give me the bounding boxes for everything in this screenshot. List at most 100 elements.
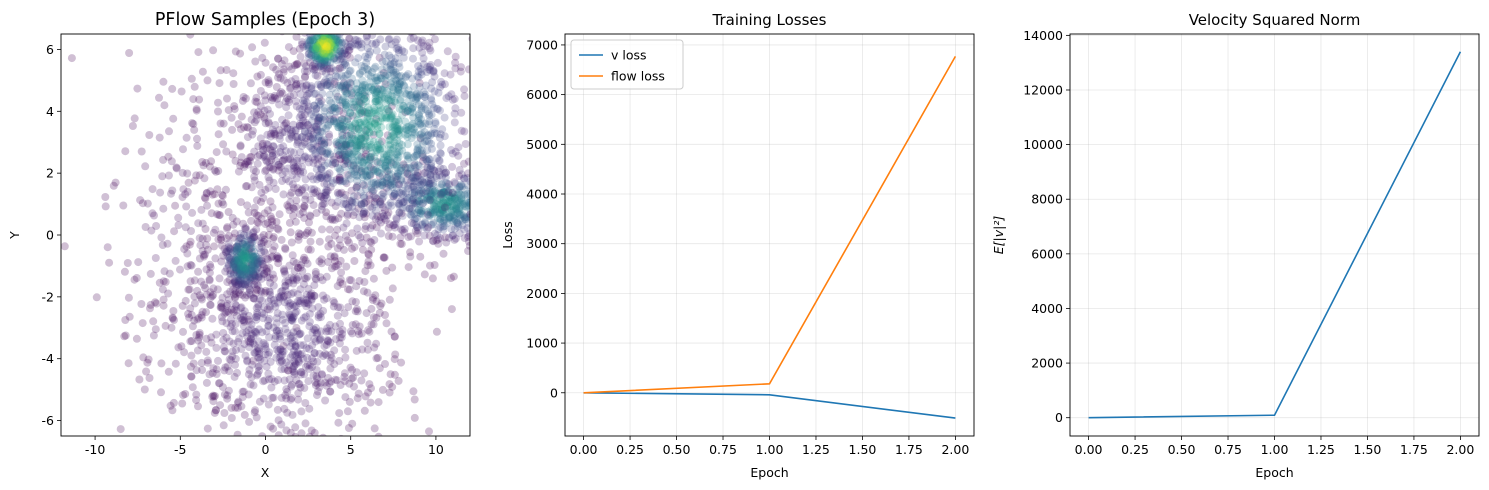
scatter-point — [434, 239, 443, 248]
scatter-point — [279, 75, 288, 84]
scatter-point — [390, 191, 399, 200]
scatter-point — [302, 344, 311, 353]
scatter-point — [407, 219, 416, 227]
scatter-point — [313, 187, 322, 196]
scatter-point — [326, 215, 335, 224]
scatter-point — [260, 356, 269, 365]
scatter-point — [305, 211, 314, 220]
scatter-point — [249, 381, 258, 390]
scatter-point — [229, 263, 238, 272]
scatter-point — [262, 327, 271, 336]
scatter-point — [289, 184, 298, 193]
scatter-point — [413, 199, 422, 208]
scatter-point — [498, 187, 506, 195]
scatter-point — [396, 233, 405, 242]
scatter-point — [285, 177, 294, 186]
scatter-point — [318, 128, 327, 137]
scatter-point — [287, 316, 296, 325]
scatter-point — [284, 278, 293, 287]
scatter-point — [61, 242, 69, 251]
scatter-point — [190, 276, 199, 285]
scatter-point — [109, 181, 118, 190]
scatter-point — [188, 322, 197, 331]
scatter-point — [296, 90, 305, 98]
scatter-point — [304, 226, 313, 235]
scatter-point — [435, 210, 444, 219]
scatter-point — [237, 112, 246, 121]
scatter-point — [252, 93, 261, 102]
scatter-point — [313, 374, 322, 383]
scatter-point — [128, 122, 137, 130]
scatter-point — [101, 202, 110, 211]
scatter-point — [195, 329, 204, 337]
scatter-point — [315, 113, 324, 122]
scatter-point — [268, 252, 277, 261]
scatter-point — [304, 284, 313, 293]
scatter-point — [247, 373, 256, 382]
scatter-point — [241, 280, 250, 289]
scatter-point — [356, 141, 365, 150]
scatter-point — [252, 98, 261, 107]
scatter-point — [223, 94, 231, 103]
scatter-point — [313, 34, 322, 40]
scatter-point — [231, 360, 239, 369]
scatter-point — [392, 163, 401, 172]
scatter-point — [452, 202, 461, 211]
scatter-point — [255, 397, 264, 406]
scatter-point — [361, 225, 370, 234]
scatter-point — [416, 120, 425, 129]
scatter-point — [181, 190, 190, 199]
scatter-point — [165, 269, 174, 278]
scatter-point — [261, 78, 270, 87]
scatter-point — [362, 126, 371, 135]
scatter-point — [306, 237, 315, 246]
scatter-point — [371, 165, 380, 174]
scatter-point — [266, 145, 274, 154]
x-tick-label: 1.25 — [1307, 442, 1335, 457]
scatter-point — [307, 185, 316, 194]
scatter-point — [375, 309, 384, 317]
scatter-point — [273, 94, 282, 103]
scatter-point — [313, 391, 321, 400]
scatter-point — [377, 11, 385, 19]
scatter-point — [337, 188, 346, 197]
scatter-point — [320, 153, 329, 162]
scatter-point — [435, 156, 443, 165]
scatter-point — [304, 132, 313, 141]
scatter-point — [403, 195, 411, 204]
scatter-point — [231, 300, 240, 309]
scatter-point — [249, 339, 258, 348]
scatter-point — [369, 274, 378, 283]
scatter-point — [432, 172, 441, 181]
scatter-point — [222, 333, 231, 342]
scatter-point — [317, 192, 326, 201]
scatter-point — [474, 200, 482, 208]
scatter-point — [223, 300, 232, 308]
scatter-point — [453, 197, 462, 206]
scatter-point — [290, 347, 298, 355]
scatter-point — [392, 175, 401, 184]
scatter-point — [428, 34, 436, 37]
scatter-point — [157, 388, 165, 397]
scatter-point — [212, 148, 221, 157]
scatter-point — [250, 341, 259, 350]
scatter-point — [349, 373, 358, 382]
scatter-point — [206, 288, 215, 297]
scatter-point — [250, 271, 259, 280]
scatter-point — [401, 26, 409, 34]
scatter-point — [293, 140, 302, 149]
scatter-point — [388, 146, 397, 155]
scatter-point — [239, 309, 248, 318]
scatter-point — [464, 169, 470, 178]
scatter-point — [248, 130, 257, 139]
scatter-point — [262, 144, 271, 153]
scatter-point — [222, 234, 231, 243]
scatter-point — [352, 183, 361, 192]
scatter-point — [348, 419, 357, 428]
scatter-point — [458, 197, 467, 206]
scatter-point — [192, 171, 201, 180]
x-tick-label: 2.00 — [1446, 442, 1474, 457]
scatter-point — [206, 187, 215, 196]
scatter-point — [409, 54, 417, 63]
scatter-point — [385, 220, 394, 229]
